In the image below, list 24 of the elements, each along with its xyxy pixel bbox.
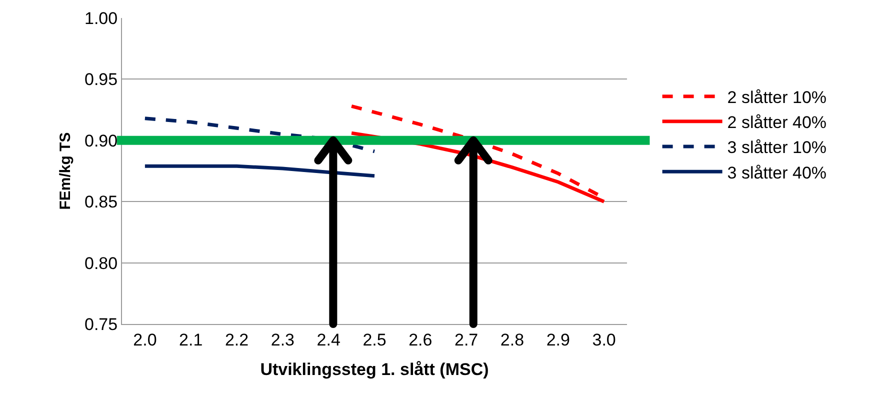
- y-tick-label: 0.85: [84, 192, 118, 212]
- x-tick-label: 2.7: [454, 330, 478, 350]
- legend-label: 3 slåtter 10%: [727, 138, 827, 158]
- x-tick-label: 2.8: [500, 330, 524, 350]
- y-tick-label: 0.75: [84, 314, 118, 334]
- y-axis-title: FEm/kg TS: [56, 132, 74, 210]
- x-tick-label: 2.0: [133, 330, 157, 350]
- y-tick-label: 1.00: [84, 8, 118, 28]
- y-tick-label: 0.95: [84, 70, 118, 90]
- x-tick-label: 2.2: [224, 330, 249, 350]
- y-tick-label: 0.80: [84, 254, 118, 273]
- legend-label: 2 slåtter 10%: [727, 88, 827, 107]
- x-tick-label: 2.6: [408, 330, 432, 350]
- x-tick-label: 2.5: [362, 330, 386, 350]
- x-axis-title: Utviklingssteg 1. slått (MSC): [260, 360, 489, 379]
- x-tick-label: 2.1: [179, 330, 203, 350]
- legend-label: 3 slåtter 40%: [727, 163, 827, 182]
- x-tick-label: 2.4: [316, 330, 340, 350]
- x-tick-label: 2.9: [546, 330, 570, 350]
- legend-label: 2 slåtter 40%: [727, 113, 827, 132]
- line-series: [143, 164, 376, 178]
- y-tick-label: 0.90: [84, 131, 118, 150]
- x-tick-label: 2.3: [270, 330, 294, 350]
- x-tick-label: 3.0: [592, 330, 616, 350]
